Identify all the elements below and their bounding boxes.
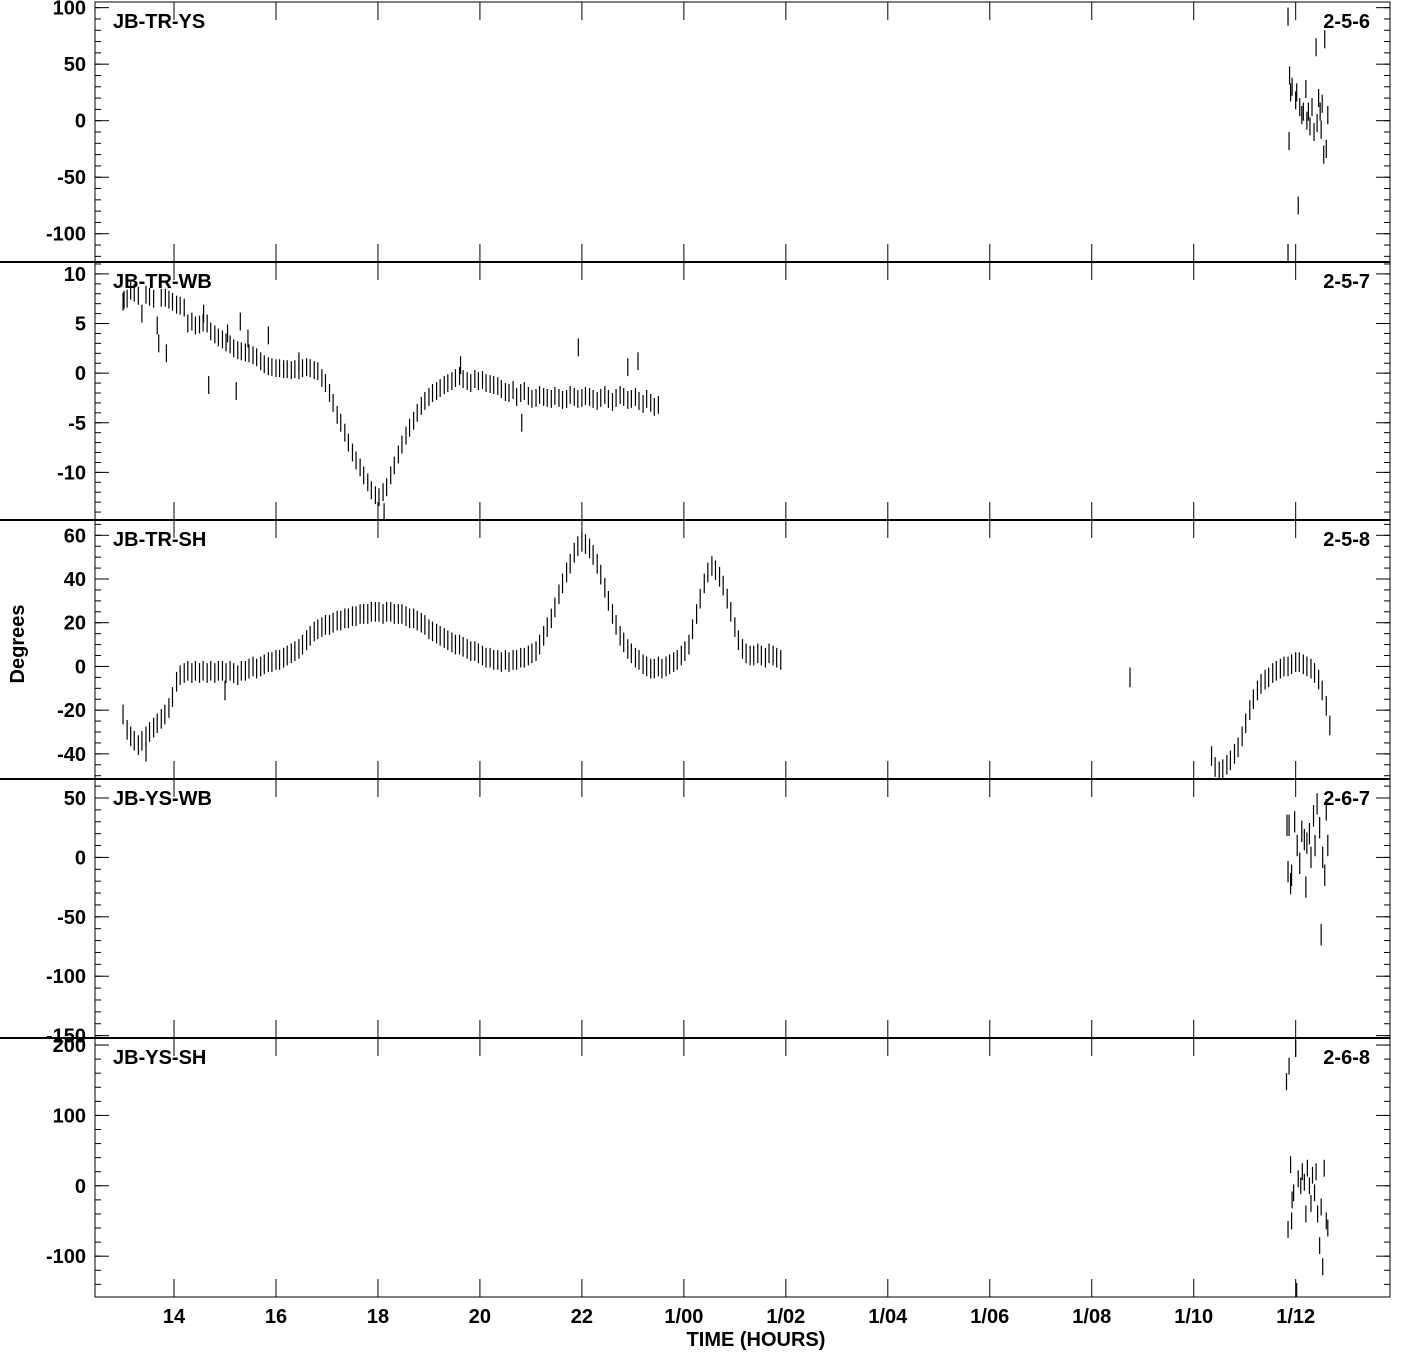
x-tick-label: 1/00 — [664, 1306, 703, 1328]
x-tick-label: 1/02 — [766, 1306, 805, 1328]
x-tick-label: 16 — [265, 1306, 287, 1328]
x-tick-label: 18 — [367, 1306, 389, 1328]
panel-jb-tr-sh: 60 40 20 0 -20 -40 JB-TR-SH 2-5-8 — [0, 519, 1391, 780]
y-tick-label: -150 — [46, 1026, 86, 1048]
y-tick-label: 0 — [75, 363, 86, 385]
x-tick-label: 1/04 — [868, 1306, 908, 1328]
data-points — [1287, 7, 1329, 262]
panel-frame — [94, 778, 1391, 1039]
baseline-label: JB-YS-WB — [113, 788, 212, 810]
y-tick-label: -40 — [57, 744, 86, 766]
x-tick-label: 1/12 — [1276, 1306, 1315, 1328]
y-tick-label: 10 — [64, 264, 86, 286]
panel-jb-tr-ys: 100 50 0 -50 -100 JB-TR-YS 2-5-6 — [46, 0, 1391, 263]
y-tick-label: 0 — [75, 847, 86, 869]
x-tick-label: 1/06 — [970, 1306, 1009, 1328]
x-axis-label: TIME (HOURS) — [687, 1329, 826, 1351]
y-tick-label: 0 — [75, 656, 86, 678]
panel-frame — [94, 1037, 1391, 1298]
baseline-label: JB-TR-WB — [113, 271, 212, 293]
panel-jb-ys-wb: 50 0 -50 -100 -150 JB-YS-WB 2-6-7 — [0, 778, 1391, 1048]
y-tick-label: 50 — [64, 54, 86, 76]
y-tick-label: 0 — [75, 1176, 86, 1198]
baseline-index: 2-5-8 — [1323, 529, 1370, 551]
baseline-label: JB-YS-SH — [113, 1047, 206, 1069]
x-tick-label: 14 — [163, 1306, 186, 1328]
y-tick-label: 200 — [53, 1035, 86, 1057]
y-tick-label: 40 — [64, 569, 86, 591]
y-tick-label: 100 — [53, 1105, 86, 1127]
panel-jb-ys-sh: 200 100 0 -100 JB-YS-SH 2-6-8 — [0, 1035, 1391, 1298]
data-points — [1286, 793, 1329, 946]
data-points — [122, 281, 659, 520]
y-tick-label: -10 — [57, 462, 86, 484]
y-tick-label: -50 — [57, 167, 86, 189]
x-axis: 14 16 18 20 22 1/00 1/02 1/04 1/06 1/08 1/10 1/12 — [163, 1306, 1315, 1328]
x-tick-label: 1/08 — [1072, 1306, 1111, 1328]
baseline-index: 2-5-7 — [1323, 271, 1370, 293]
data-points — [1285, 1040, 1329, 1297]
y-tick-label: -100 — [46, 1246, 86, 1268]
y-tick-label: -100 — [46, 224, 86, 246]
baseline-label: JB-TR-YS — [113, 11, 205, 33]
baseline-index: 2-6-8 — [1323, 1047, 1370, 1069]
x-tick-label: 20 — [469, 1306, 491, 1328]
y-tick-label: -50 — [57, 907, 86, 929]
baseline-label: JB-TR-SH — [113, 529, 206, 551]
y-tick-label: -5 — [68, 413, 86, 435]
panel-jb-tr-wb: 10 5 0 -5 -10 JB-TR-WB 2-5-7 — [0, 261, 1391, 521]
y-tick-label: 100 — [53, 0, 86, 20]
data-points — [122, 532, 1331, 779]
panel-frame — [94, 1, 1391, 263]
panel-frame — [94, 261, 1391, 521]
y-tick-label: -20 — [57, 700, 86, 722]
y-axis-label: Degrees — [7, 605, 29, 684]
y-tick-label: -100 — [46, 966, 86, 988]
y-tick-label: 0 — [75, 111, 86, 133]
x-tick-label: 22 — [571, 1306, 593, 1328]
y-tick-label: 50 — [64, 788, 86, 810]
y-tick-label: 20 — [64, 613, 86, 635]
x-tick-label: 1/10 — [1174, 1306, 1213, 1328]
y-tick-label: 5 — [75, 314, 86, 336]
baseline-index: 2-6-7 — [1323, 788, 1370, 810]
y-tick-label: 60 — [64, 525, 86, 547]
baseline-index: 2-5-6 — [1323, 11, 1370, 33]
